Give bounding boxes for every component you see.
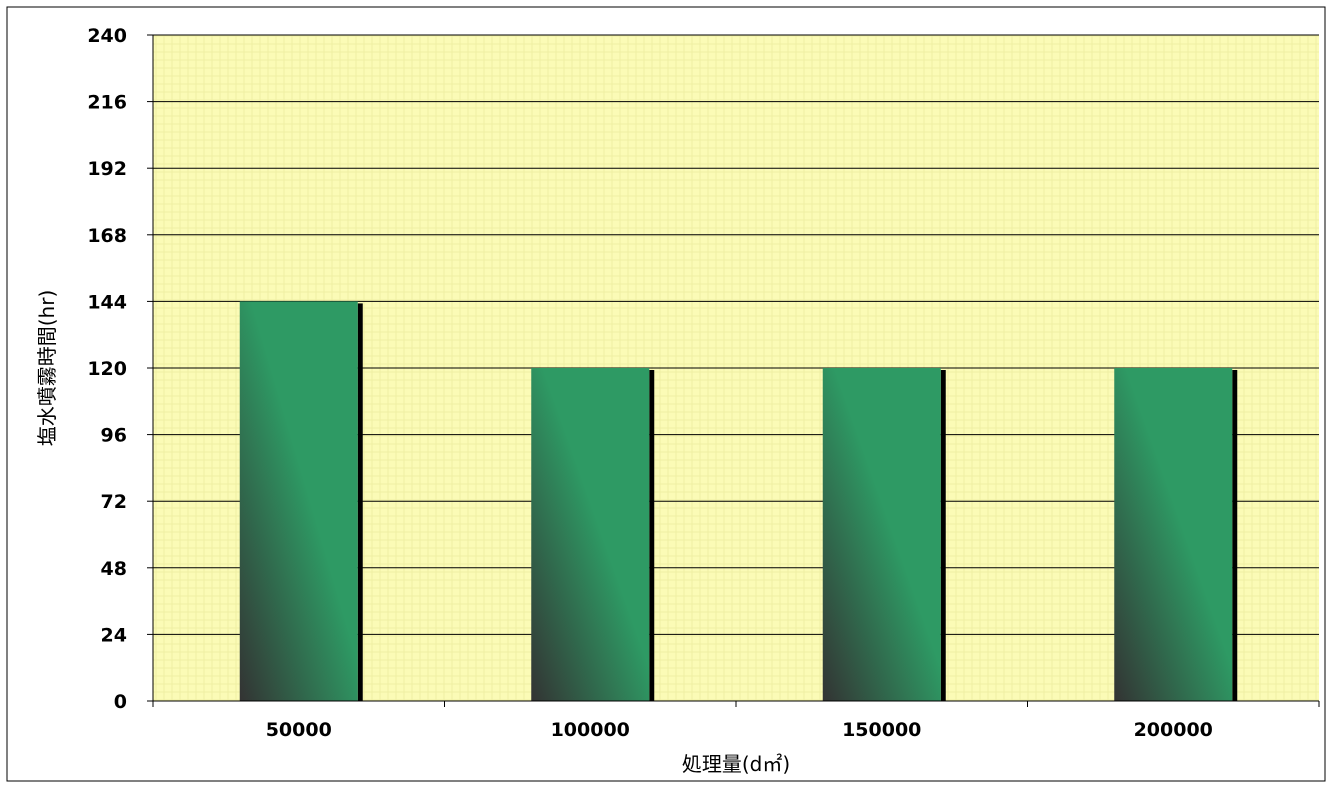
bar-shadow (940, 370, 946, 701)
x-tick-labels: 50000 100000 150000 200000 (266, 719, 1213, 741)
bar (1114, 368, 1233, 701)
y-tick-labels: 0 24 48 72 96 120 144 168 192 216 240 (87, 25, 127, 713)
y-tick-label: 96 (101, 425, 127, 447)
x-tick-label: 150000 (842, 719, 921, 741)
y-axis-title: 塩水噴霧時間(hr) (35, 290, 59, 447)
x-tick-label: 200000 (1134, 719, 1213, 741)
y-tick-label: 240 (87, 25, 127, 47)
bar (239, 301, 358, 701)
y-tick-label: 144 (87, 291, 127, 313)
axes (147, 34, 1320, 707)
bar-shadow (1232, 370, 1238, 701)
y-tick-label: 192 (87, 158, 127, 180)
bars (239, 301, 1238, 701)
bar-shadow (649, 370, 655, 701)
y-tick-label: 168 (87, 225, 127, 247)
bar (822, 368, 941, 701)
bar-shadow (357, 303, 363, 701)
y-tick-label: 0 (114, 691, 127, 713)
y-tick-label: 120 (87, 358, 127, 380)
bar (531, 368, 650, 701)
y-tick-label: 72 (101, 491, 127, 513)
y-tick-label: 216 (87, 92, 127, 114)
x-axis-title: 処理量(d㎡) (682, 752, 790, 776)
x-tick-label: 50000 (266, 719, 332, 741)
x-tick-label: 100000 (551, 719, 630, 741)
y-tick-label: 48 (101, 558, 127, 580)
y-tick-label: 24 (101, 624, 127, 646)
